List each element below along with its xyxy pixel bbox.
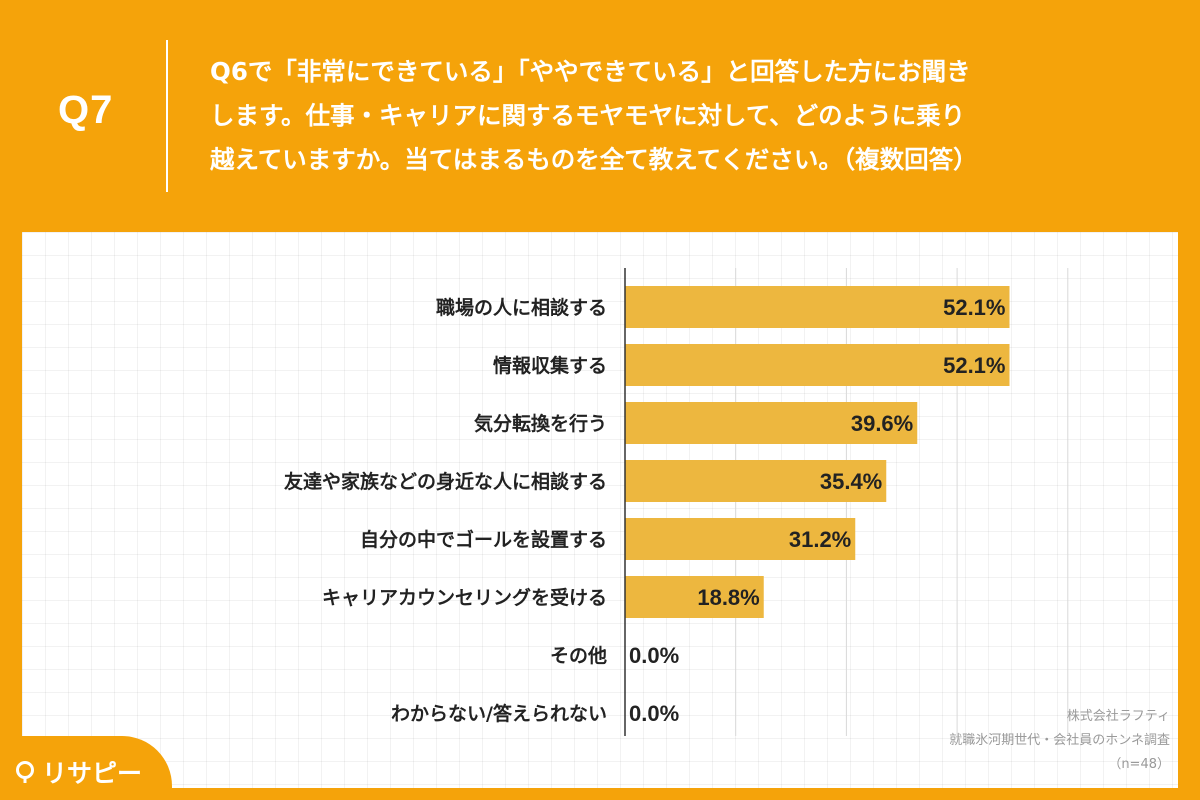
value-label-2: 39.6% [851,411,913,436]
bar-chart: 職場の人に相談する 52.1% 情報収集する 52.1% 気分転換を行う 39.6% 友達や… [284,268,1069,736]
source-sample-size: （n=48） [1108,757,1170,772]
bar-4 [625,518,856,560]
brand-name: リサピー [42,759,143,788]
value-label-7: 0.0% [629,701,679,726]
value-label-3: 35.4% [820,469,882,494]
category-label-5: キャリアカウンセリングを受ける [322,586,607,609]
question-number: Q7 [58,88,114,132]
source-note: 株式会社ラフティ 就職氷河期世代・会社員のホンネ調査 （n=48） [949,705,1170,777]
bar-1 [625,344,1010,386]
value-label-4: 31.2% [789,527,851,552]
value-label-1: 52.1% [943,353,1005,378]
question-line-1: Q6で「非常にできている」「ややできている」と回答した方にお聞き [210,57,971,86]
header-divider [166,40,168,192]
question-text: Q6で「非常にできている」「ややできている」と回答した方にお聞き します。仕事・… [210,50,1170,182]
source-company: 株式会社ラフティ [1066,709,1170,724]
brand-logo: リサピー [14,752,142,792]
category-label-4: 自分の中でゴールを設置する [360,528,607,551]
value-label-6: 0.0% [629,643,679,668]
category-label-7: わからない/答えられない [391,702,607,725]
category-label-3: 友達や家族などの身近な人に相談する [284,470,607,493]
source-survey: 就職氷河期世代・会社員のホンネ調査 [949,733,1170,748]
bar-5 [625,576,764,618]
logo-tab [0,736,172,800]
bar-0 [625,286,1010,328]
magnifier-icon [16,761,34,783]
question-line-2: します。仕事・キャリアに関するモヤモヤに対して、どのように乗り [210,101,966,130]
value-label-5: 18.8% [697,585,759,610]
value-label-0: 52.1% [943,295,1005,320]
category-label-6: その他 [550,644,607,667]
question-line-3: 越えていますか。当てはまるものを全て教えてください。（複数回答） [210,145,978,174]
category-label-0: 職場の人に相談する [436,296,607,319]
bar-3 [625,460,887,502]
chart-card: 職場の人に相談する 52.1% 情報収集する 52.1% 気分転換を行う 39.6% 友達や… [22,232,1178,788]
category-label-2: 気分転換を行う [474,412,607,435]
bar-2 [625,402,918,444]
category-label-1: 情報収集する [493,354,607,377]
